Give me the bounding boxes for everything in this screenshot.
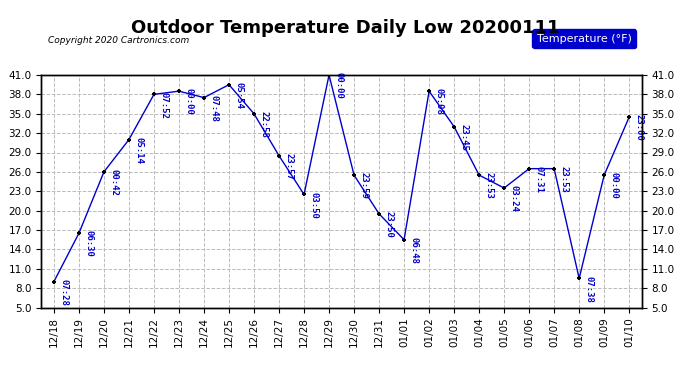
Point: [599, 172, 610, 178]
Text: 07:52: 07:52: [159, 92, 168, 118]
Text: Copyright 2020 Cartronics.com: Copyright 2020 Cartronics.com: [48, 36, 190, 45]
Point: [199, 94, 210, 100]
Point: [224, 82, 235, 88]
Text: 23:53: 23:53: [560, 166, 569, 193]
Text: 05:54: 05:54: [235, 82, 244, 109]
Text: 07:48: 07:48: [210, 95, 219, 122]
Text: 06:48: 06:48: [410, 237, 419, 264]
Text: 05:14: 05:14: [135, 137, 144, 164]
Point: [99, 169, 110, 175]
Text: 06:30: 06:30: [84, 231, 93, 257]
Text: 23:50: 23:50: [384, 211, 393, 238]
Text: 03:24: 03:24: [510, 185, 519, 212]
Text: 03:50: 03:50: [310, 192, 319, 219]
Text: 23:45: 23:45: [460, 124, 469, 151]
Legend: Temperature (°F): Temperature (°F): [533, 29, 636, 48]
Point: [549, 166, 560, 172]
Text: 23:59: 23:59: [359, 172, 368, 199]
Point: [573, 275, 584, 281]
Text: 00:42: 00:42: [110, 169, 119, 196]
Text: 23:57: 23:57: [284, 153, 293, 180]
Text: 05:08: 05:08: [435, 88, 444, 115]
Point: [424, 88, 435, 94]
Point: [48, 279, 59, 285]
Point: [73, 230, 84, 236]
Point: [273, 153, 284, 159]
Point: [324, 72, 335, 78]
Point: [448, 124, 460, 130]
Point: [248, 111, 259, 117]
Text: 23:00: 23:00: [635, 114, 644, 141]
Text: 23:53: 23:53: [484, 172, 493, 199]
Text: 00:00: 00:00: [335, 72, 344, 99]
Text: 07:31: 07:31: [535, 166, 544, 193]
Point: [624, 114, 635, 120]
Text: 00:00: 00:00: [610, 172, 619, 199]
Text: Outdoor Temperature Daily Low 20200111: Outdoor Temperature Daily Low 20200111: [130, 19, 560, 37]
Point: [299, 192, 310, 198]
Point: [124, 136, 135, 142]
Point: [524, 166, 535, 172]
Point: [148, 92, 159, 98]
Point: [173, 88, 184, 94]
Point: [473, 172, 484, 178]
Point: [348, 172, 359, 178]
Text: 22:58: 22:58: [259, 111, 268, 138]
Point: [373, 211, 384, 217]
Text: 07:28: 07:28: [59, 279, 68, 306]
Text: 00:00: 00:00: [184, 88, 193, 115]
Text: 07:38: 07:38: [584, 276, 593, 303]
Point: [399, 237, 410, 243]
Point: [499, 185, 510, 191]
